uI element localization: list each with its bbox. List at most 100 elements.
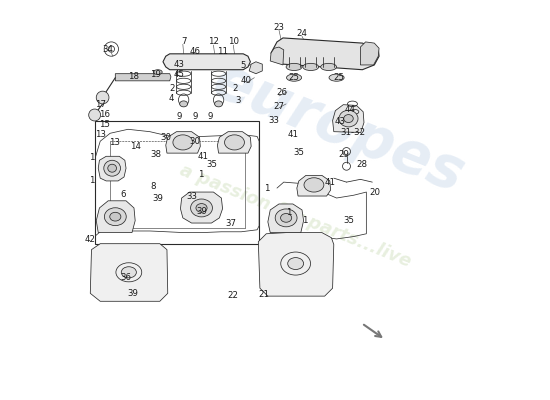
Text: 34: 34 [103,44,114,54]
Polygon shape [166,132,200,153]
Text: 41: 41 [197,152,208,161]
Text: 30: 30 [189,137,200,146]
Ellipse shape [122,267,136,278]
Ellipse shape [191,199,212,217]
Text: 42: 42 [85,235,96,244]
Text: 26: 26 [277,88,288,97]
Text: 39: 39 [128,289,138,298]
Text: 43: 43 [173,60,184,70]
Polygon shape [297,175,331,196]
Text: 9: 9 [208,112,213,121]
Polygon shape [258,232,334,296]
Text: 27: 27 [273,102,284,111]
Text: 1: 1 [89,152,94,162]
Polygon shape [90,244,168,301]
Polygon shape [249,62,262,74]
Polygon shape [268,204,304,232]
Text: 35: 35 [293,148,304,157]
Text: 7: 7 [181,37,186,46]
Text: 15: 15 [100,120,111,129]
Text: 5: 5 [240,61,246,70]
Ellipse shape [344,114,353,122]
Ellipse shape [196,204,207,212]
Text: 12: 12 [208,38,219,46]
Text: 3: 3 [236,96,241,105]
Ellipse shape [224,135,244,150]
Text: 44: 44 [344,105,355,114]
Text: 8: 8 [150,182,156,190]
Text: 37: 37 [225,219,236,228]
Text: 10: 10 [228,38,239,46]
Text: 4: 4 [169,94,174,103]
Text: 16: 16 [100,110,111,119]
Polygon shape [360,42,379,65]
Text: 1: 1 [302,216,307,225]
Text: 25: 25 [289,73,300,82]
Ellipse shape [329,74,344,81]
Text: 9: 9 [177,112,183,121]
Text: 6: 6 [120,190,126,198]
Text: 40: 40 [241,76,252,85]
Polygon shape [270,47,284,65]
Text: europes: europes [205,52,472,205]
Text: 2: 2 [169,84,174,93]
Text: 33: 33 [186,192,197,201]
Ellipse shape [287,74,301,81]
Text: 43: 43 [335,117,346,126]
Ellipse shape [104,208,126,226]
Ellipse shape [339,110,358,127]
Circle shape [96,91,109,104]
Text: 1: 1 [197,170,203,179]
Ellipse shape [280,214,292,222]
Polygon shape [180,192,223,223]
Text: 46: 46 [190,46,201,56]
Text: 18: 18 [129,72,140,81]
Polygon shape [333,105,364,132]
Text: 14: 14 [130,142,141,151]
Text: 23: 23 [273,23,284,32]
Text: 9: 9 [193,112,198,121]
Ellipse shape [180,101,188,107]
Text: 19: 19 [150,70,161,79]
Ellipse shape [108,164,117,172]
Text: 24: 24 [296,29,307,38]
Circle shape [89,109,101,121]
Ellipse shape [110,212,121,221]
Polygon shape [98,156,126,181]
Polygon shape [116,74,171,81]
Ellipse shape [304,178,324,192]
Text: 13: 13 [109,138,120,147]
Text: 25: 25 [333,73,344,82]
Text: 1: 1 [89,176,94,186]
Text: 30: 30 [160,133,171,142]
Text: 39: 39 [196,208,207,216]
Text: 45: 45 [173,70,184,79]
Text: 29: 29 [338,150,349,159]
Text: 33: 33 [269,116,280,125]
Ellipse shape [288,258,304,270]
Text: 21: 21 [258,290,270,299]
Text: 2: 2 [233,84,238,93]
Text: 28: 28 [356,160,367,169]
Text: 41: 41 [324,178,336,187]
Text: 22: 22 [228,291,239,300]
Text: 31-32: 31-32 [340,128,365,137]
Text: 17: 17 [95,100,106,109]
Polygon shape [217,132,251,153]
Text: 13: 13 [95,130,106,139]
Text: 38: 38 [150,150,161,159]
Polygon shape [163,54,250,70]
Text: 36: 36 [120,273,131,282]
Text: 1: 1 [286,208,292,217]
Ellipse shape [321,63,337,70]
Polygon shape [271,38,379,70]
Text: 11: 11 [217,46,228,56]
Text: 39: 39 [152,194,163,202]
Ellipse shape [275,209,297,227]
Text: 35: 35 [206,160,217,169]
Text: 20: 20 [370,188,381,196]
Ellipse shape [104,160,120,176]
Text: 35: 35 [343,216,354,225]
Text: a passion for parts...live: a passion for parts...live [177,161,413,271]
Ellipse shape [214,101,223,107]
